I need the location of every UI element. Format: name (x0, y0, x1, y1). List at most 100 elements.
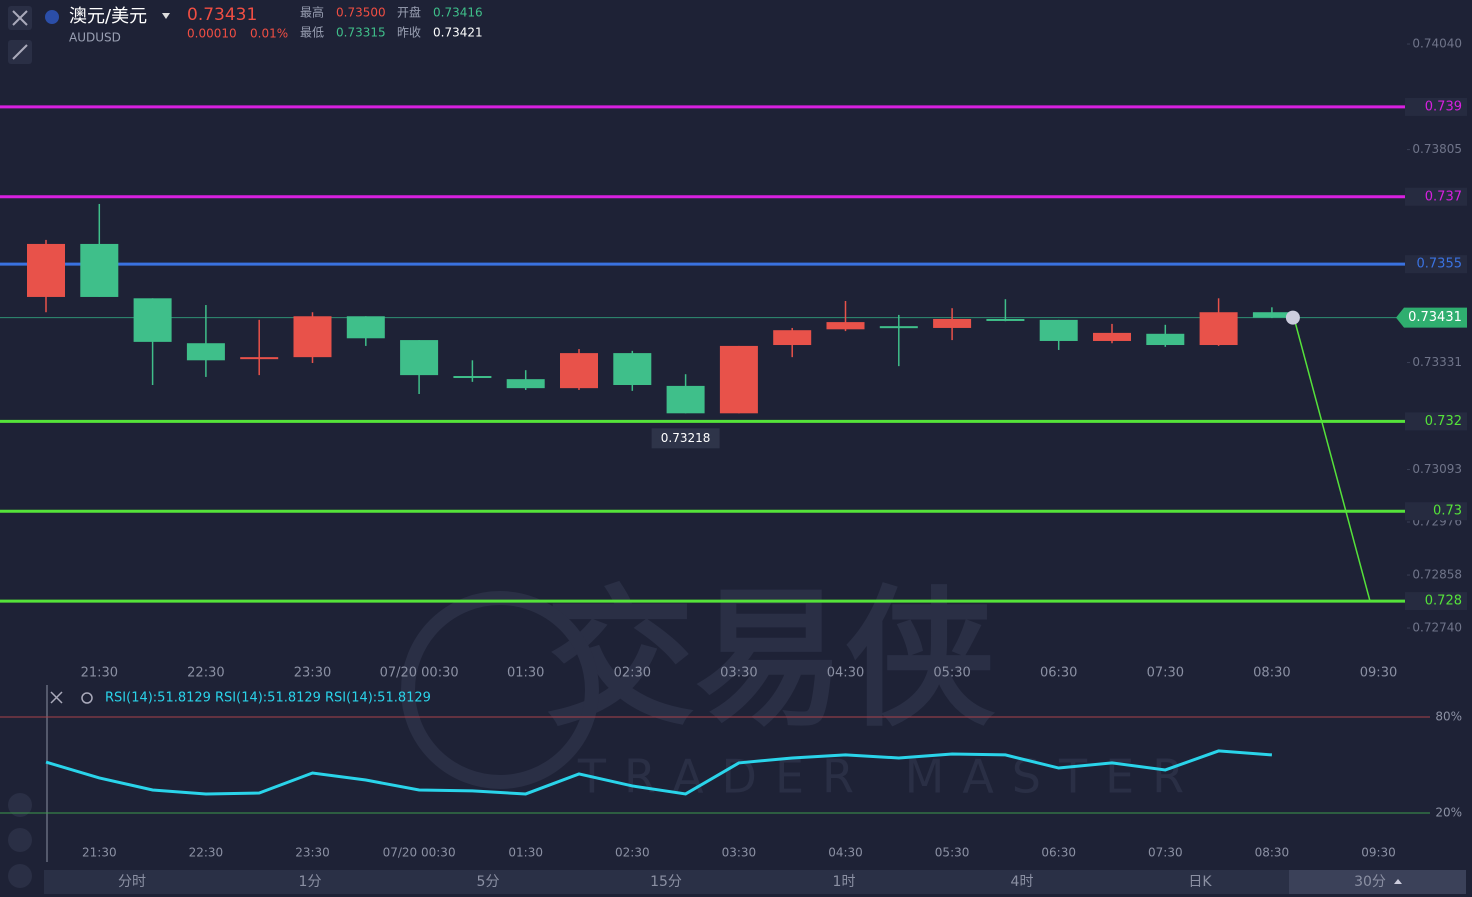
x-tick-label: 07/20 00:30 (380, 666, 459, 681)
x-tick-label: 08:30 (1255, 846, 1290, 860)
tool-line[interactable] (8, 864, 32, 888)
timeframe-selected (1289, 870, 1466, 894)
timeframe-tab[interactable]: 30分 (1354, 874, 1386, 890)
level-tag (1405, 412, 1467, 431)
candle-body (773, 330, 812, 346)
candle-body (933, 318, 972, 328)
open-label: 开盘 (397, 5, 421, 20)
x-tick-label: 03:30 (722, 846, 757, 860)
open: 0.73416 (433, 6, 483, 20)
change: 0.00010 (187, 27, 237, 41)
x-tick-label: 05:30 (935, 846, 970, 860)
tool-draw[interactable] (8, 828, 32, 852)
forecast-arrow (1293, 317, 1371, 602)
x-tick-label: 07/20 00:30 (383, 846, 456, 860)
timeframe-bar (44, 870, 1466, 894)
candle-body (1146, 333, 1185, 346)
high: 0.73500 (336, 6, 386, 20)
symbol-name[interactable]: 澳元/美元 (69, 6, 147, 27)
price-tag: 0.73431 (1408, 310, 1462, 325)
x-tick-label: 21:30 (82, 846, 117, 860)
prev-close: 0.73421 (433, 26, 483, 40)
candle-body (560, 353, 598, 389)
timeframe-tab[interactable]: 4时 (1011, 874, 1034, 890)
watermark-logo (401, 591, 599, 789)
x-tick-label: 09:30 (1361, 846, 1396, 860)
x-tick-label: 07:30 (1147, 666, 1184, 681)
x-tick-label: 23:30 (294, 666, 331, 681)
tool-indicator[interactable] (8, 793, 32, 817)
x-tick-label: 07:30 (1148, 846, 1183, 860)
level-label: 0.739 (1425, 99, 1462, 114)
candle-body (1039, 319, 1078, 341)
x-tick-label: 01:30 (508, 846, 543, 860)
level-label: 0.737 (1425, 189, 1462, 204)
watermark-en: TRADER MASTER (577, 750, 1202, 804)
level-label: 0.732 (1425, 414, 1462, 429)
level-tag (1405, 97, 1467, 116)
symbol-code: AUDUSD (69, 31, 121, 45)
timeframe-tab[interactable]: 5分 (477, 874, 500, 890)
timeframe-tab[interactable]: 15分 (650, 874, 682, 890)
change-pct: 0.01% (250, 27, 288, 41)
x-tick-label: 02:30 (614, 666, 651, 681)
timeframe-tab[interactable]: 1分 (299, 874, 322, 890)
level-tag (1405, 502, 1467, 521)
y-tick-label: 0.73093 (1412, 462, 1462, 476)
x-tick-label: 22:30 (187, 666, 224, 681)
candle-body (879, 326, 918, 329)
y-tick-label: 0.72858 (1412, 568, 1462, 582)
x-tick-label: 09:30 (1360, 666, 1397, 681)
y-tick-label: 80% (1435, 710, 1462, 724)
y-tick-label: 20% (1435, 806, 1462, 820)
timeframe-tab[interactable]: 日K (1188, 874, 1212, 890)
candle-body (1093, 332, 1131, 341)
candle-body (719, 345, 758, 414)
x-tick-label: 05:30 (933, 666, 970, 681)
legend-entry: RSI(14):51.8129 (325, 691, 431, 706)
candle-body (826, 322, 865, 330)
candle-body (1252, 312, 1291, 318)
legend-entry: RSI(14):51.8129 (215, 691, 321, 706)
close-icon (12, 10, 28, 26)
x-tick-label: 03:30 (720, 666, 757, 681)
low: 0.73315 (336, 26, 386, 40)
candle-body (1199, 312, 1238, 346)
candle-body (133, 298, 172, 342)
candle-body (240, 357, 279, 360)
x-tick-label: 21:30 (81, 666, 118, 681)
x-tick-label: 04:30 (828, 846, 863, 860)
level-label: 0.7355 (1417, 257, 1463, 272)
y-tick-label: 0.72740 (1412, 621, 1462, 635)
dropdown-icon[interactable] (162, 13, 170, 19)
x-tick-label: 23:30 (295, 846, 330, 860)
flag-icon (45, 10, 59, 24)
level-tag (1405, 187, 1467, 206)
level-tag (1405, 255, 1467, 274)
candle-body (453, 376, 492, 379)
level-label: 0.728 (1425, 594, 1462, 609)
rsi-line (45, 749, 1273, 796)
prev-close-label: 昨收 (397, 26, 421, 40)
rsi-close[interactable] (50, 691, 63, 704)
x-tick-label: 01:30 (507, 666, 544, 681)
candle-body (80, 243, 119, 297)
alert-icon (1285, 310, 1300, 325)
low-label: 最低 (300, 26, 324, 40)
price-tag-bg (1396, 307, 1467, 328)
low-annotation-bg (651, 428, 720, 449)
rsi-settings[interactable] (81, 692, 93, 704)
x-tick-label: 04:30 (827, 666, 864, 681)
candle-body (506, 379, 545, 389)
high-label: 最高 (300, 5, 324, 20)
timeframe-caret (1394, 879, 1402, 884)
x-tick-label: 08:30 (1253, 666, 1290, 681)
low-annotation: 0.73218 (661, 431, 711, 445)
y-tick-label: 0.73805 (1412, 142, 1462, 156)
timeframe-tab[interactable]: 分时 (118, 874, 146, 890)
timeframe-tab[interactable]: 1时 (833, 874, 856, 890)
candle-body (400, 340, 439, 376)
candle-body (666, 385, 705, 414)
